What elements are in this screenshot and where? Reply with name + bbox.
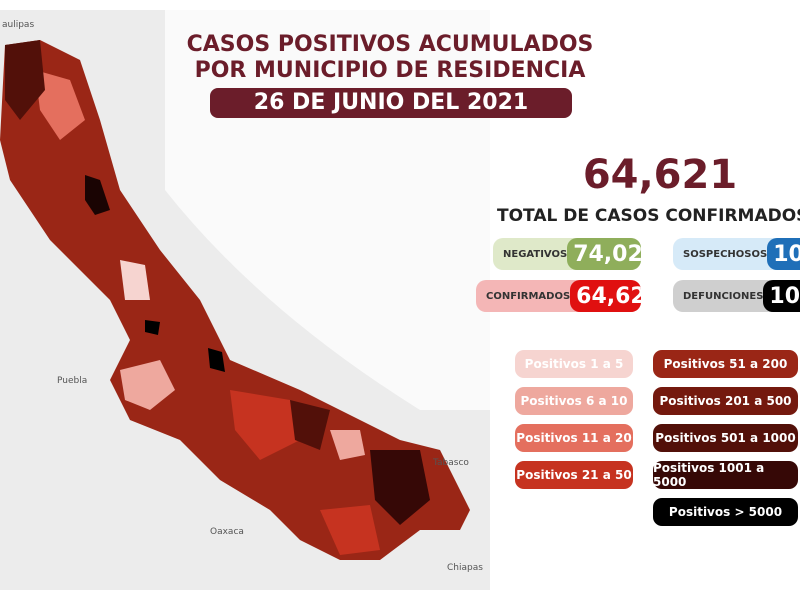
region-light-3 (330, 430, 365, 460)
title-line-1: CASOS POSITIVOS ACUMULADOS (186, 32, 594, 57)
legend-item: Positivos 21 a 50 (515, 461, 633, 489)
stat-label: SOSPECHOSOS (683, 248, 768, 260)
label-chiapas: Chiapas (447, 563, 483, 573)
stat-label: NEGATIVOS (503, 248, 568, 260)
stat-value: 10, (763, 280, 800, 312)
stat-label: CONFIRMADOS (486, 290, 571, 302)
legend-item: Positivos 6 a 10 (515, 387, 633, 415)
legend-item: Positivos 201 a 500 (653, 387, 798, 415)
total-cases: 64,621 (582, 152, 738, 198)
legend-item: Positivos 501 a 1000 (653, 424, 798, 452)
title-line-2: POR MUNICIPIO DE RESIDENCIA (194, 58, 586, 83)
stat-value: 74,020 (567, 238, 641, 270)
region-black-2 (145, 320, 160, 335)
stat-value: 64,621 (570, 280, 641, 312)
date-banner: 26 DE JUNIO DEL 2021 (210, 88, 572, 118)
legend-item: Positivos 1001 a 5000 (653, 461, 798, 489)
region-dark-2 (290, 400, 330, 450)
total-cases-label: TOTAL DE CASOS CONFIRMADOS (497, 206, 800, 226)
region-black (85, 175, 110, 215)
stat-label: DEFUNCIONES (683, 290, 764, 302)
region-darkest (370, 450, 430, 525)
region-dark (5, 40, 45, 120)
legend-item: Positivos > 5000 (653, 498, 798, 526)
region-mid (230, 390, 300, 460)
legend-item: Positivos 11 a 20 (515, 424, 633, 452)
legend-item: Positivos 51 a 200 (653, 350, 798, 378)
label-oaxaca: Oaxaca (210, 527, 244, 537)
label-tamaulipas: aulipas (2, 20, 35, 30)
label-tabasco: Tabasco (433, 458, 469, 468)
label-puebla: Puebla (57, 376, 88, 386)
stat-value: 10,8 (767, 238, 800, 270)
legend-item: Positivos 1 a 5 (515, 350, 633, 378)
region-light (35, 70, 85, 140)
region-mid-2 (320, 505, 380, 555)
region-black-3 (208, 348, 225, 372)
region-pale (120, 260, 150, 300)
region-light-2 (120, 360, 175, 410)
